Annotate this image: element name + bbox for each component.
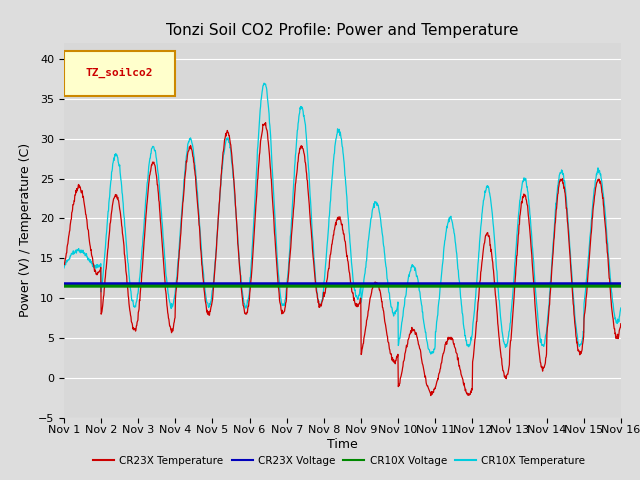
CR23X Voltage	[429, 281, 436, 287]
Y-axis label: Power (V) / Temperature (C): Power (V) / Temperature (C)	[19, 144, 33, 317]
CR10X Temperature	[260, 80, 268, 86]
CR10X Voltage	[60, 283, 68, 289]
FancyBboxPatch shape	[64, 51, 175, 96]
CR10X Temperature	[502, 342, 510, 348]
CR23X Temperature	[246, 287, 254, 292]
CR10X Temperature	[617, 305, 625, 311]
Line: CR23X Temperature: CR23X Temperature	[64, 123, 621, 396]
CR23X Voltage	[551, 281, 559, 287]
Text: TZ_soilco2: TZ_soilco2	[86, 68, 154, 78]
CR23X Temperature	[617, 321, 625, 326]
CR23X Voltage	[170, 281, 178, 287]
CR23X Temperature	[427, 393, 435, 398]
Title: Tonzi Soil CO2 Profile: Power and Temperature: Tonzi Soil CO2 Profile: Power and Temper…	[166, 23, 518, 38]
X-axis label: Time: Time	[327, 438, 358, 451]
CR23X Voltage	[246, 281, 254, 287]
CR10X Temperature	[429, 349, 437, 355]
CR23X Temperature	[170, 319, 178, 325]
Line: CR10X Temperature: CR10X Temperature	[64, 83, 621, 354]
CR23X Temperature	[184, 150, 191, 156]
CR23X Voltage	[60, 281, 68, 287]
CR10X Voltage	[246, 283, 254, 289]
CR10X Temperature	[60, 265, 68, 271]
CR23X Voltage	[184, 281, 191, 287]
CR10X Voltage	[551, 283, 559, 289]
CR10X Temperature	[427, 351, 435, 357]
CR23X Voltage	[617, 281, 625, 287]
CR23X Temperature	[552, 219, 559, 225]
CR10X Voltage	[429, 283, 436, 289]
CR10X Voltage	[502, 283, 509, 289]
CR10X Temperature	[552, 209, 559, 215]
CR10X Temperature	[184, 141, 191, 147]
CR10X Voltage	[184, 283, 191, 289]
Legend: CR23X Temperature, CR23X Voltage, CR10X Voltage, CR10X Temperature: CR23X Temperature, CR23X Voltage, CR10X …	[89, 452, 589, 470]
CR10X Voltage	[170, 283, 178, 289]
CR23X Temperature	[60, 261, 68, 267]
CR23X Temperature	[429, 390, 437, 396]
CR23X Temperature	[502, 376, 510, 382]
CR23X Temperature	[262, 120, 269, 126]
CR23X Voltage	[502, 281, 509, 287]
CR10X Temperature	[246, 275, 254, 280]
CR10X Temperature	[170, 295, 178, 301]
CR10X Voltage	[617, 283, 625, 289]
